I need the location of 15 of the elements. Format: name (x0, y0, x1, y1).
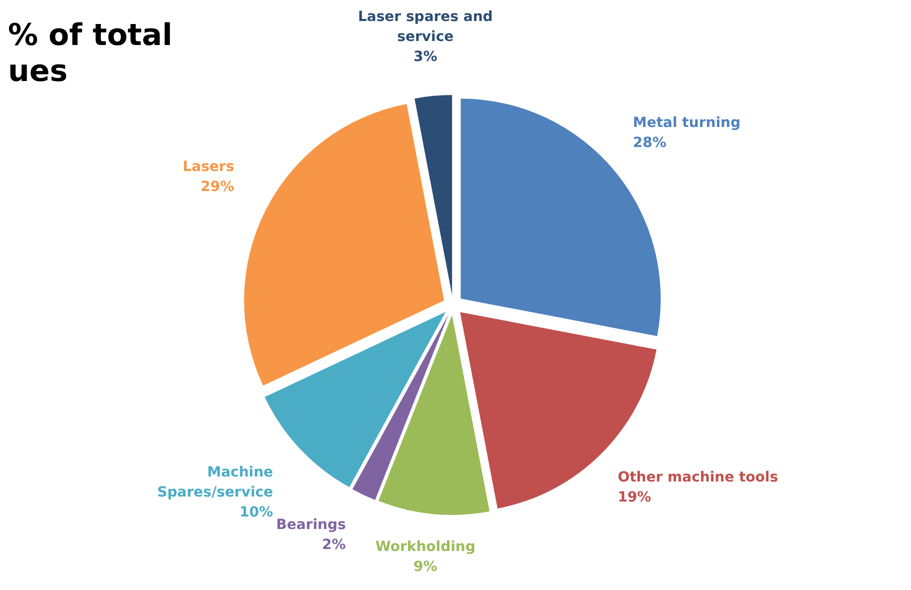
slice-label: Lasers (182, 159, 234, 176)
slice-label: Workholding (375, 538, 476, 555)
data-label: 29% (200, 179, 234, 196)
data-label: 2% (322, 537, 346, 554)
text: % of total ues (8, 18, 172, 90)
slice-label: Laser spares and service (358, 9, 493, 46)
data-label: 19% (618, 490, 652, 506)
slice-label: Metal turning (632, 115, 740, 132)
slice-label: Bearings (276, 517, 346, 534)
data-label: 3% (414, 49, 438, 66)
slice-label: Other machine tools (618, 470, 778, 486)
data-label: 9% (414, 558, 438, 575)
slice-label: Machine Spares/service (157, 464, 274, 500)
data-label: 10% (240, 504, 274, 520)
data-label: 28% (632, 135, 666, 152)
